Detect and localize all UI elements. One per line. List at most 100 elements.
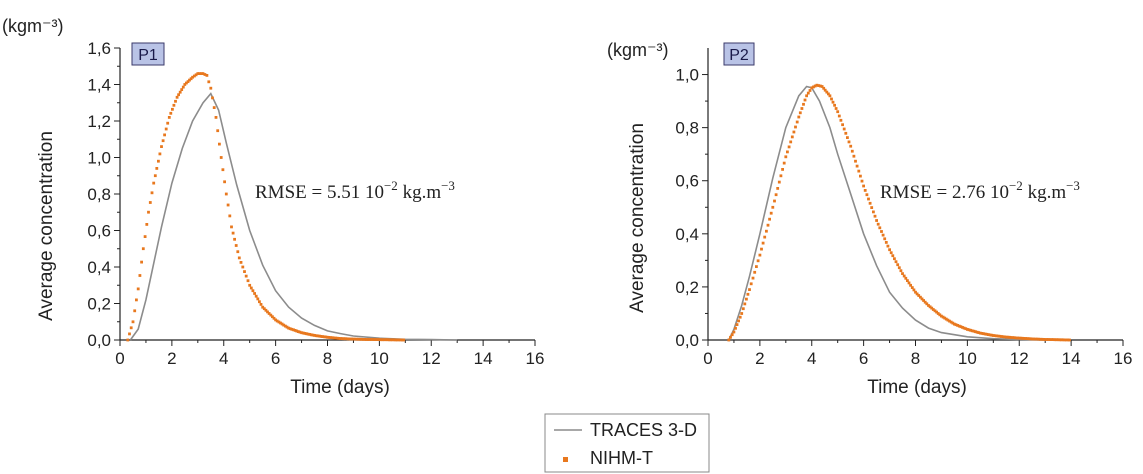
data-point xyxy=(743,302,747,306)
data-point xyxy=(1038,337,1042,341)
data-point xyxy=(768,217,771,221)
data-point xyxy=(810,86,814,90)
data-point xyxy=(738,315,742,319)
data-point xyxy=(842,127,846,131)
data-point xyxy=(1021,336,1024,340)
legend-label-nihm: NIHM-T xyxy=(590,448,653,468)
data-point xyxy=(948,319,951,323)
data-point xyxy=(962,326,966,330)
data-point xyxy=(943,316,947,320)
data-point xyxy=(953,322,956,326)
data-point xyxy=(275,319,279,323)
rmse-text: RMSE = 2.76 10 xyxy=(880,182,1009,203)
data-point xyxy=(991,334,995,337)
data-point xyxy=(1027,337,1031,341)
data-point xyxy=(883,237,887,241)
y-tick-label: 1,4 xyxy=(87,76,111,95)
data-point xyxy=(188,78,191,82)
data-point xyxy=(923,300,927,304)
data-point xyxy=(813,84,817,88)
data-point xyxy=(256,297,260,301)
data-point xyxy=(737,319,740,323)
data-point xyxy=(141,247,145,251)
data-point xyxy=(264,308,268,312)
data-point xyxy=(769,211,773,215)
panel-badge: P2 xyxy=(723,42,755,66)
data-point xyxy=(230,225,233,229)
data-point xyxy=(353,337,357,341)
data-point xyxy=(839,118,843,122)
data-point xyxy=(345,337,349,341)
data-point xyxy=(806,91,810,95)
data-point xyxy=(727,338,731,342)
data-point xyxy=(382,338,386,342)
data-point xyxy=(1006,335,1010,339)
data-point xyxy=(371,338,375,341)
data-point xyxy=(745,297,748,301)
data-point xyxy=(970,329,974,333)
data-point xyxy=(922,299,925,302)
rmse-sup-2: −3 xyxy=(1066,178,1080,193)
data-point xyxy=(766,223,770,227)
data-point xyxy=(201,72,205,75)
data-point xyxy=(163,133,166,137)
data-point xyxy=(977,331,981,334)
data-point xyxy=(363,338,367,341)
data-point xyxy=(138,274,142,277)
y-unit-label: (kgm⁻³) xyxy=(2,16,64,36)
data-point xyxy=(331,336,334,340)
data-point xyxy=(878,226,882,230)
data-point xyxy=(368,338,371,341)
data-point xyxy=(987,333,990,336)
legend-label-traces: TRACES 3-D xyxy=(590,420,697,440)
data-point xyxy=(1009,336,1013,339)
data-point xyxy=(936,312,940,315)
data-point xyxy=(280,322,284,326)
data-point xyxy=(870,206,874,209)
data-point xyxy=(786,150,789,154)
data-point xyxy=(1064,338,1068,342)
data-point xyxy=(930,306,934,310)
x-tick-label: 14 xyxy=(1062,349,1081,368)
data-point xyxy=(897,266,901,270)
data-point xyxy=(191,75,194,79)
data-point xyxy=(185,81,188,85)
data-point xyxy=(236,250,240,254)
data-point xyxy=(324,335,328,339)
y-tick-label: 0,8 xyxy=(675,119,699,138)
legend-box xyxy=(544,413,710,473)
data-point xyxy=(910,286,914,289)
y-tick-label: 1,6 xyxy=(87,39,111,58)
y-tick-label: 1,0 xyxy=(87,149,111,168)
data-point xyxy=(361,338,365,341)
chart-panel-p2: (kgm⁻³) Time (days) Average concentratio… xyxy=(607,40,1132,398)
data-point xyxy=(831,100,835,104)
data-point xyxy=(167,116,171,119)
legend-dot-swatch xyxy=(563,457,568,462)
data-point xyxy=(1056,338,1060,342)
data-point xyxy=(199,72,203,75)
data-point xyxy=(258,300,261,304)
data-point xyxy=(956,324,959,327)
data-point xyxy=(136,287,140,291)
data-point xyxy=(820,85,824,88)
data-point xyxy=(337,337,341,340)
data-point xyxy=(209,86,213,90)
x-tick-label: 4 xyxy=(219,349,228,368)
data-point xyxy=(740,312,744,315)
data-point xyxy=(789,140,793,144)
data-point xyxy=(378,338,381,341)
data-point xyxy=(837,114,841,118)
data-point xyxy=(904,276,908,280)
data-point xyxy=(322,335,326,339)
data-point xyxy=(1026,337,1029,340)
data-point xyxy=(735,323,739,326)
data-point xyxy=(1045,338,1049,341)
rmse-unit: kg.m xyxy=(398,182,442,203)
data-point xyxy=(985,332,989,336)
data-point xyxy=(347,337,350,341)
data-point xyxy=(940,314,943,318)
x-tick-label: 12 xyxy=(422,349,441,368)
data-point xyxy=(290,327,294,331)
